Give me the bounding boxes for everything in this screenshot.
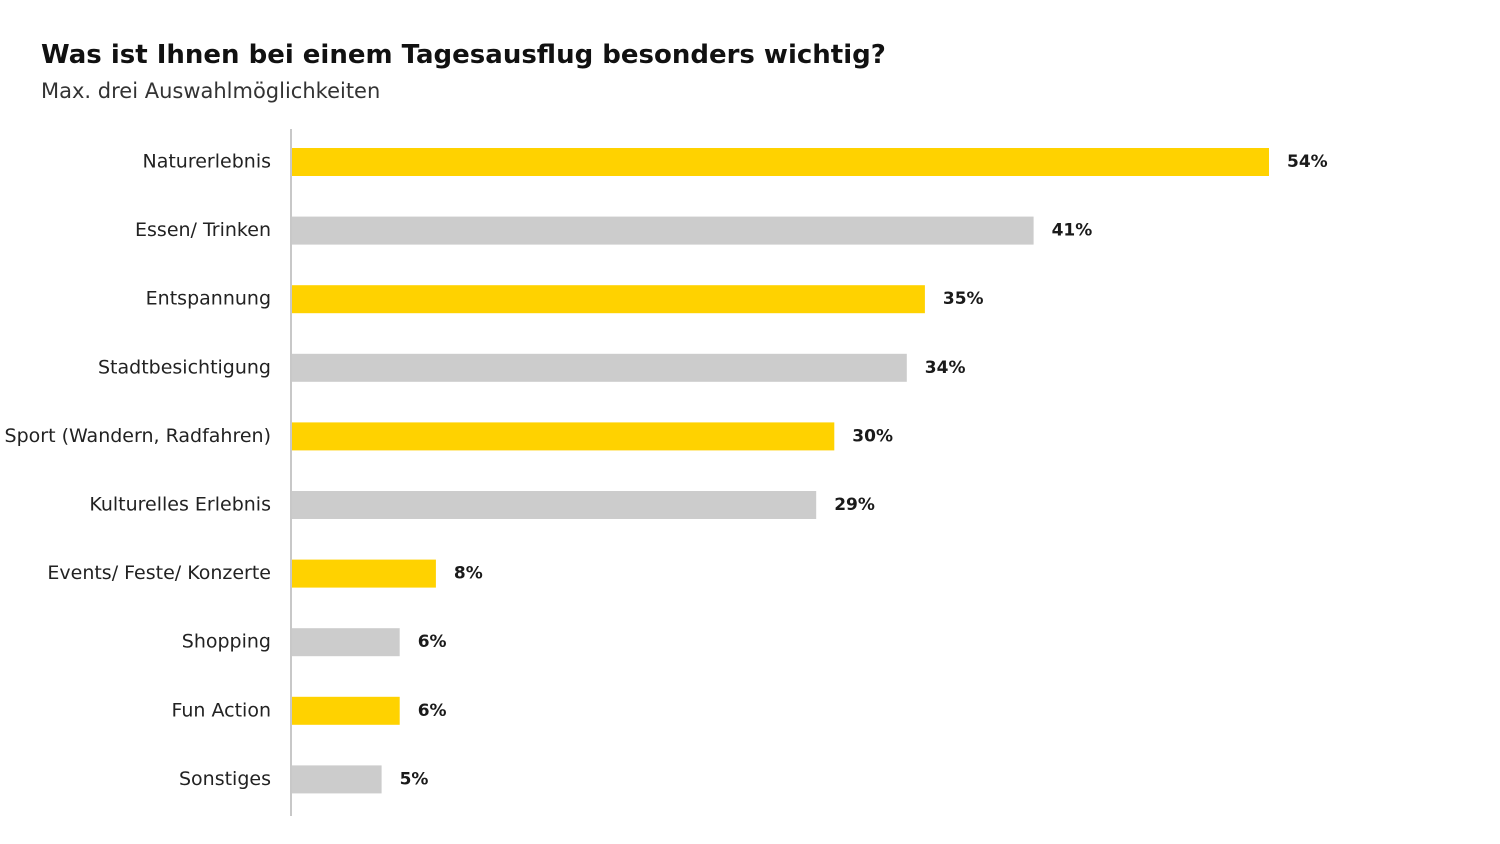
category-label: Kulturelles Erlebnis (89, 494, 271, 516)
category-label: Events/ Feste/ Konzerte (47, 562, 271, 584)
bar (291, 422, 835, 451)
value-label: 34% (925, 358, 966, 378)
bars-group: Naturerlebnis 54% Essen/ Trinken 41% Entspan… (5, 148, 1328, 794)
value-label: 41% (1052, 221, 1093, 241)
bar (291, 559, 436, 588)
category-label: Fun Action (171, 699, 271, 721)
category-label: Sonstiges (179, 768, 271, 790)
chart-subtitle: Max. drei Auswahlmöglichkeiten (41, 79, 381, 103)
bar (291, 148, 1269, 176)
bar (291, 696, 400, 725)
category-label: Shopping (182, 631, 271, 653)
bar (291, 491, 817, 519)
bar (291, 216, 1034, 245)
value-label: 5% (400, 769, 429, 789)
category-label: Sport (Wandern, Radfahren) (5, 425, 271, 447)
value-label: 35% (943, 289, 984, 309)
value-label: 29% (834, 495, 875, 515)
category-label: Entspannung (146, 288, 271, 310)
category-label: Naturerlebnis (143, 151, 272, 173)
value-label: 6% (418, 701, 447, 721)
bar (291, 628, 400, 657)
category-label: Essen/ Trinken (135, 219, 271, 241)
category-label: Stadtbesichtigung (98, 356, 271, 378)
value-label: 6% (418, 632, 447, 652)
chart-title: Was ist Ihnen bei einem Tagesausflug bes… (41, 40, 886, 70)
value-label: 8% (454, 564, 483, 584)
bar (291, 285, 925, 314)
bar (291, 353, 907, 382)
value-label: 30% (852, 426, 893, 446)
value-label: 54% (1287, 152, 1328, 172)
bar (291, 765, 382, 794)
